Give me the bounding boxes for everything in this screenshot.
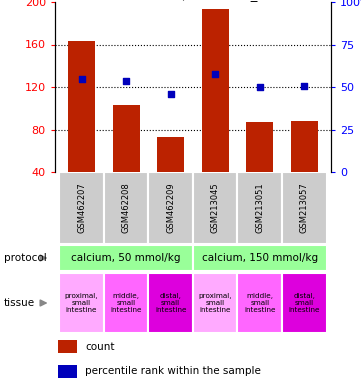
Text: proximal,
small
intestine: proximal, small intestine (65, 293, 98, 313)
Bar (59, 245, 193, 271)
Point (301, 83, 307, 89)
Text: count: count (85, 341, 115, 351)
Bar (193, 245, 327, 271)
Bar (59, 172, 104, 244)
Bar (193, 273, 238, 333)
Text: proximal,
small
intestine: proximal, small intestine (199, 293, 232, 313)
Text: calcium, 50 mmol/kg: calcium, 50 mmol/kg (71, 253, 181, 263)
Bar (282, 273, 327, 333)
Text: distal,
small
intestine: distal, small intestine (288, 293, 320, 313)
Bar (59, 273, 104, 333)
Text: GSM462209: GSM462209 (166, 183, 175, 233)
Bar (58, 340, 77, 353)
Bar (282, 172, 327, 244)
Point (168, 91, 174, 98)
Text: middle,
small
intestine: middle, small intestine (244, 293, 275, 313)
Point (79, 75, 84, 81)
Bar (193, 172, 238, 244)
Title: GDS3831 / 1425294_at: GDS3831 / 1425294_at (116, 0, 270, 1)
Text: GSM462208: GSM462208 (122, 183, 131, 233)
Text: GSM213045: GSM213045 (211, 183, 220, 233)
Point (123, 78, 129, 84)
Bar (104, 172, 148, 244)
Text: protocol: protocol (4, 253, 46, 263)
Text: GSM213051: GSM213051 (255, 183, 264, 233)
Bar (68, 41, 95, 172)
Text: calcium, 150 mmol/kg: calcium, 150 mmol/kg (202, 253, 318, 263)
Text: middle,
small
intestine: middle, small intestine (110, 293, 142, 313)
Bar (157, 137, 184, 172)
Point (212, 71, 218, 77)
Bar (238, 273, 282, 333)
Bar (113, 105, 139, 172)
Bar (148, 172, 193, 244)
Bar (238, 172, 282, 244)
Bar (291, 121, 318, 172)
Bar (104, 273, 148, 333)
Text: percentile rank within the sample: percentile rank within the sample (85, 366, 261, 376)
Bar (58, 365, 77, 378)
Text: GSM462207: GSM462207 (77, 183, 86, 233)
Bar (247, 122, 273, 172)
Text: GSM213057: GSM213057 (300, 183, 309, 233)
Text: tissue: tissue (4, 298, 35, 308)
Bar (202, 10, 229, 172)
Point (257, 84, 263, 90)
Text: distal,
small
intestine: distal, small intestine (155, 293, 186, 313)
Bar (148, 273, 193, 333)
